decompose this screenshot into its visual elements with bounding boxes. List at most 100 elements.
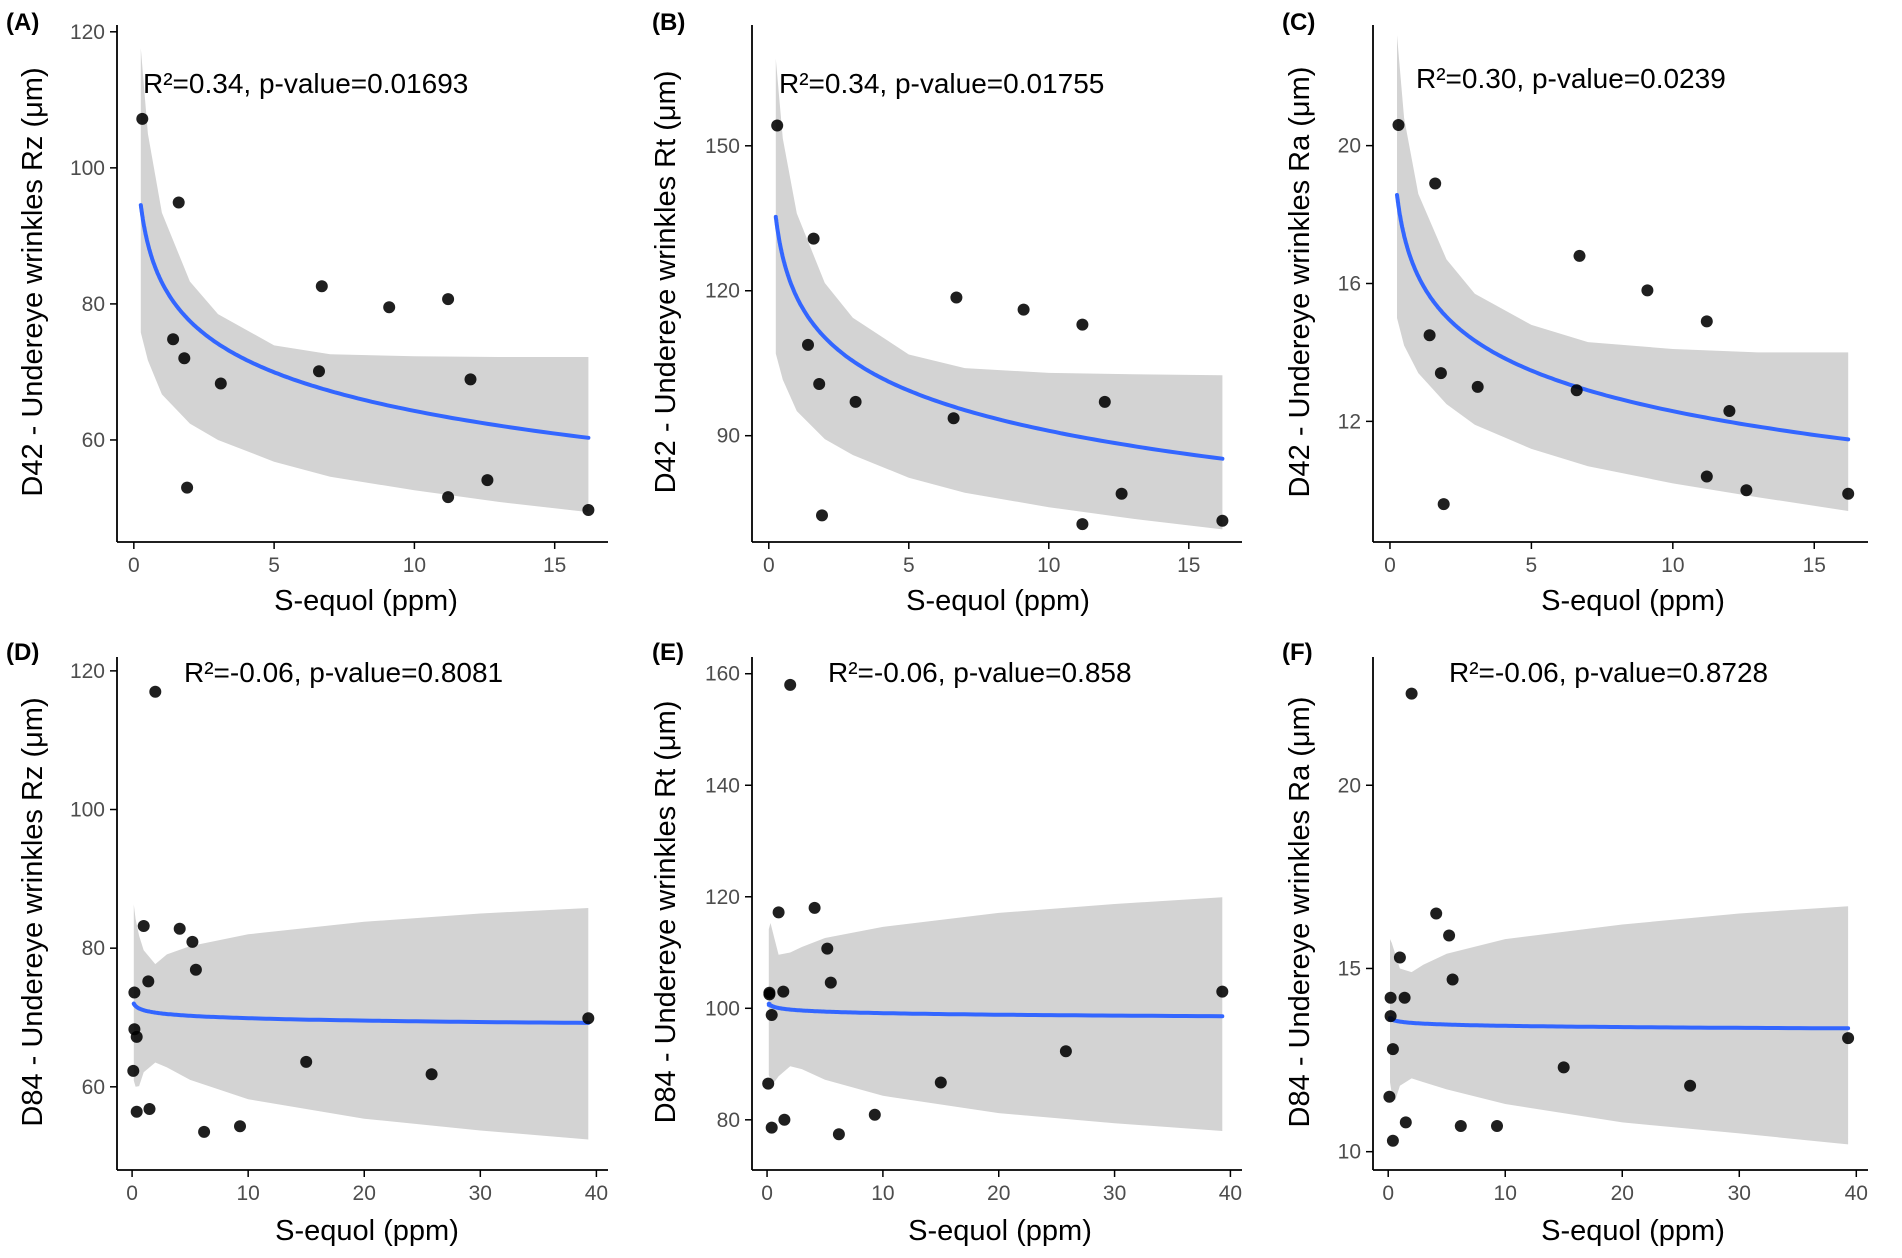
panel-e-data-point [765,1009,778,1021]
panel-d-data-point [234,1120,246,1133]
panel-d-data-point [425,1068,438,1081]
panel-c-x-axis-title: S-equol (ppm) [1541,585,1725,617]
panel-f-x-tick-label: 40 [1845,1182,1868,1205]
panel-b-data-point [813,378,826,390]
panel-a-data-point [181,481,194,494]
panel-f-data-point [1454,1120,1467,1132]
panel-d-x-tick-label: 40 [585,1182,608,1205]
panel-c-confidence-band [1397,35,1849,512]
panel-e-y-tick-label: 140 [705,774,740,797]
panel-b-x-tick-label: 5 [903,554,915,577]
panel-f-x-axis-title: S-equol (ppm) [1541,1215,1725,1247]
panel-c-data-point [1700,470,1713,483]
panel-b-data-point [771,119,784,132]
panel-d-data-point [142,975,155,988]
panel-b-y-axis-title: D42 - Undereye wrinkles Rt (μm) [650,71,682,494]
panel-d-y-tick-label: 60 [82,1076,105,1099]
panel-d-x-axis-title: S-equol (ppm) [275,1215,459,1247]
panel-f-y-tick-label: 10 [1338,1141,1361,1164]
panel-f-data-point [1842,1032,1855,1045]
panel-a-confidence-band [140,48,589,513]
panel-e-plot: 0 10 20 30 40 80 100 120 140 160 [705,657,1242,1205]
panel-e-data-point [1059,1045,1072,1058]
panel-c-data-point [1434,367,1447,380]
panel-b-x-tick-label: 15 [1177,554,1200,577]
panel-f-data-point [1557,1061,1570,1074]
panel-c-y-axis-title: D42 - Undereye wrinkles Ra (μm) [1284,67,1316,498]
panel-f-data-point [1386,1134,1399,1147]
panel-f-data-point [1491,1120,1503,1132]
panel-a-y-tick-label: 80 [82,293,105,316]
panel-d-data-point [143,1103,156,1115]
panel-b-y-tick-label: 150 [705,135,740,158]
panel-f-data-point [1398,991,1411,1004]
panel-a-data-point [178,352,191,365]
panel-b-data-point [1098,395,1111,408]
panel-a-y-axis-title: D42 - Undereye wrinkles Rz (μm) [17,67,49,496]
panel-c-data-point [1471,380,1484,393]
panel-a-plot: 0 5 10 15 60 80 100 120 [70,21,608,577]
panel-b-data-point [802,338,814,351]
panel-a-data-point [136,112,149,125]
panel-b: (B) 0 5 10 15 90 120 150 R²=0.34, p-value=0.01… [650,9,1242,617]
panel-a-data-point [442,293,455,306]
panel-e-data-point [784,678,797,691]
panel-c-annotation: R²=0.30, p-value=0.0239 [1416,63,1726,94]
panel-a-annotation: R²=0.34, p-value=0.01693 [143,68,468,99]
panel-e-data-point [762,1077,775,1090]
panel-c-data-point [1573,249,1586,262]
panel-d-data-point [198,1125,211,1138]
panel-d-data-point [582,1012,595,1025]
panel-c-data-point [1570,384,1583,397]
panel-d-data-point [186,935,199,948]
panel-a-data-point [315,280,328,293]
panel-e-data-point [821,942,834,955]
panel-f-data-point [1405,687,1418,700]
panel-b-data-point [1115,487,1128,500]
panel-b-x-axis-title: S-equol (ppm) [906,585,1090,617]
panel-f-data-point [1446,973,1459,986]
panel-f-y-tick-label: 20 [1338,774,1361,797]
panel-f-x-tick-label: 0 [1382,1182,1394,1205]
panel-d-x-tick-label: 0 [126,1182,138,1205]
panel-d-data-point [128,986,141,999]
panel-c-fit-line [1395,193,1851,442]
panel-c-data-point [1392,119,1405,131]
panel-f-data-point [1443,929,1456,942]
panel-e-data-point [868,1108,881,1121]
panel-b-data-point [1017,303,1030,316]
panel-d-y-tick-label: 100 [70,799,105,822]
panel-c-x-tick-label: 15 [1803,554,1826,577]
panel-f-x-tick-label: 10 [1494,1182,1517,1205]
panel-e-data-point [824,976,837,989]
panel-b-data-point [1076,518,1089,531]
panel-b-plot: 0 5 10 15 90 120 150 [705,25,1242,577]
panel-f-data-point [1384,991,1397,1004]
panel-f-data-point [1430,907,1443,920]
panel-f-plot: 0 10 20 30 40 10 15 20 [1338,657,1868,1205]
panel-a-data-point [464,373,477,386]
panel-d-plot: 0 10 20 30 40 60 80 100 120 [70,657,608,1205]
panel-e-fit-line [766,1001,1225,1019]
panel-c-data-point [1723,405,1736,417]
panel-a-x-axis-title: S-equol (ppm) [274,585,458,617]
panel-f-y-axis-title: D84 - Undereye wrinkles Ra (μm) [1284,697,1316,1128]
panel-b-data-point [1076,318,1089,331]
panel-e-x-tick-label: 30 [1103,1182,1126,1205]
panel-d-fit-line [131,1001,591,1025]
panel-e-data-point [832,1128,845,1141]
panel-a-x-tick-label: 15 [543,554,566,577]
panel-c-x-tick-label: 5 [1526,554,1538,577]
panel-b-data-point [816,509,828,522]
panel-a-data-point [383,301,396,314]
panel-e-annotation: R²=-0.06, p-value=0.858 [828,657,1132,688]
panel-a-data-point [582,504,595,516]
panel-b-fit-line [773,214,1225,461]
panel-c: (C) 0 5 10 15 12 16 20 R²=0.30, p-value=0.0239… [1282,9,1868,617]
panel-b-confidence-band [775,58,1223,530]
panel-b-annotation: R²=0.34, p-value=0.01755 [779,68,1104,99]
panel-e-data-point [1216,985,1229,998]
panel-a-data-point [172,196,185,209]
panel-c-x-tick-label: 10 [1661,554,1684,577]
